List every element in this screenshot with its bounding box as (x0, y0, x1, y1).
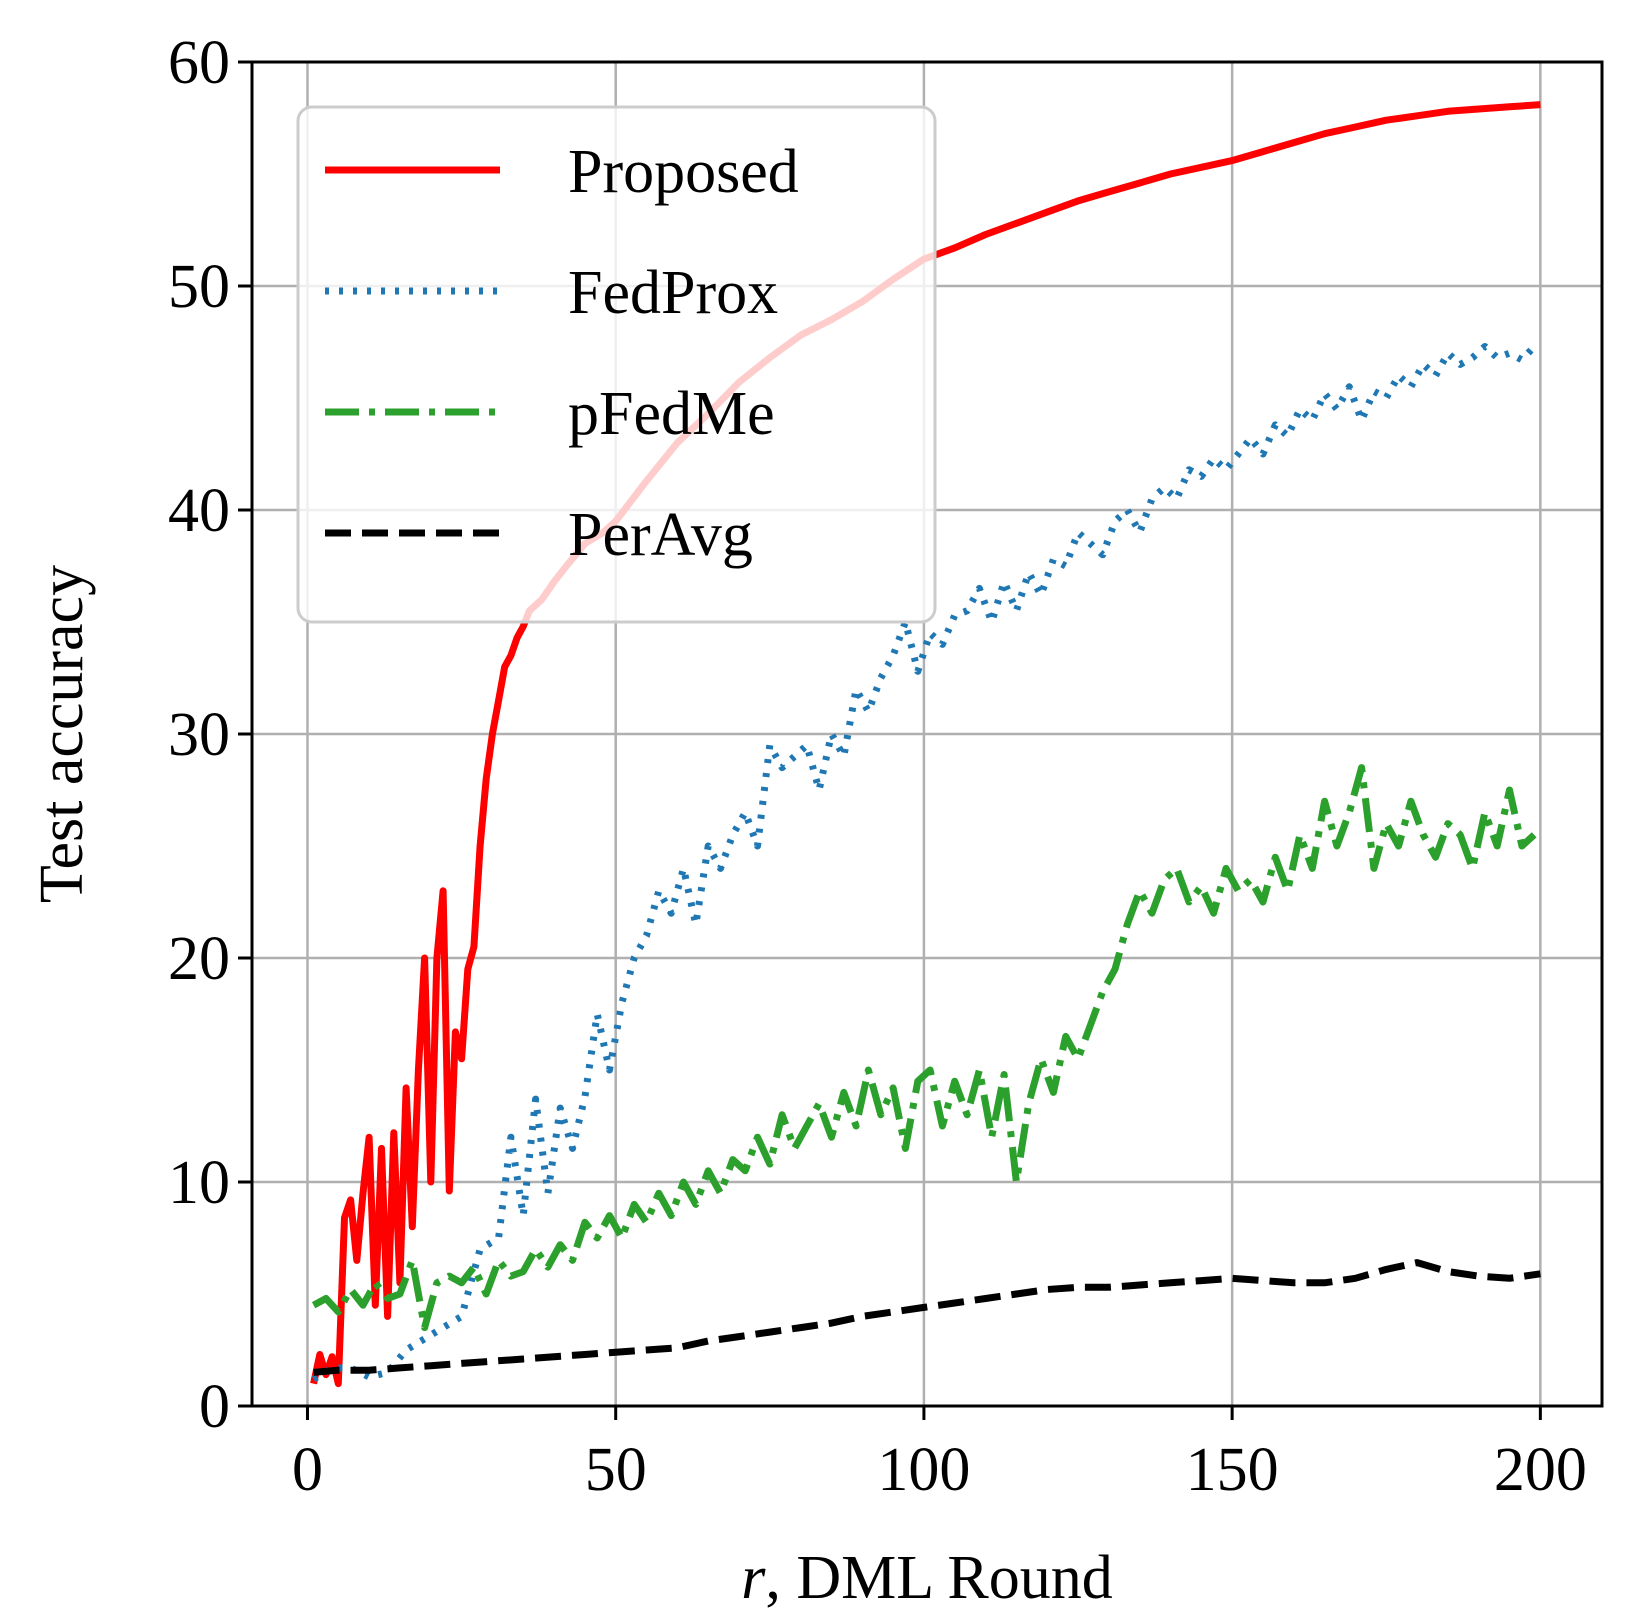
y-tick-label: 10 (168, 1149, 230, 1217)
y-tick-label: 0 (199, 1373, 230, 1441)
series-line-fedprox (311, 343, 1537, 1383)
x-tick-label: 200 (1494, 1436, 1587, 1504)
x-tick-label: 150 (1186, 1436, 1279, 1504)
series-line-peravg (313, 1259, 1541, 1376)
legend-label-peravg: PerAvg (568, 501, 753, 569)
y-tick-label: 20 (168, 925, 230, 993)
y-tick-label: 30 (168, 701, 230, 769)
y-axis-label: Test accuracy (28, 565, 96, 903)
x-tick-label: 50 (585, 1436, 647, 1504)
legend-box (296, 105, 937, 624)
y-tick-label: 50 (168, 253, 230, 321)
legend-label-proposed: Proposed (568, 138, 799, 206)
legend: Proposed FedProx pFedMe PerAvg (296, 105, 937, 624)
x-tick-label: 0 (292, 1436, 323, 1504)
y-tick-label: 60 (168, 29, 230, 97)
axis-ticks: 0 50 100 150 200 0 10 20 30 40 50 60 (168, 29, 1587, 1504)
series-line-pfedme (311, 764, 1537, 1332)
legend-label-fedprox: FedProx (568, 259, 778, 327)
x-axis-label: r, DML Round (741, 1544, 1112, 1612)
legend-label-pfedme: pFedMe (568, 380, 775, 448)
x-tick-label: 100 (877, 1436, 970, 1504)
y-tick-label: 40 (168, 477, 230, 545)
